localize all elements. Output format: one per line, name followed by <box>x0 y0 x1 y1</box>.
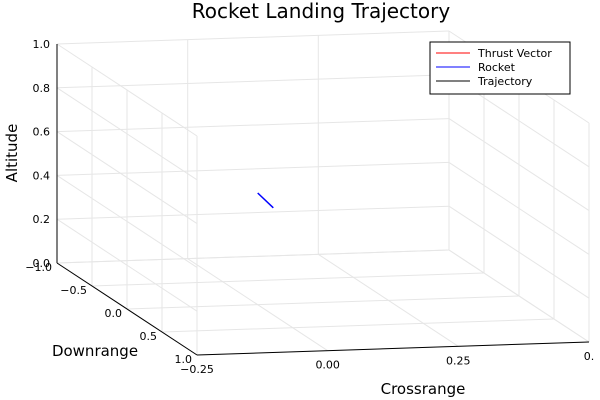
grid-layer <box>56 30 590 356</box>
floor-grid-line <box>126 295 520 310</box>
x-axis-line <box>196 341 590 356</box>
y-tick-label: −1.0 <box>25 261 52 274</box>
floor-grid-line <box>91 272 485 287</box>
legend-box <box>429 41 571 95</box>
back-grid-line <box>56 249 450 264</box>
z-tick-label: 0.2 <box>33 213 51 226</box>
z-tick-label: 0.6 <box>33 126 51 139</box>
y-tick-label: 0.5 <box>140 330 158 343</box>
legend-label-rocket: Rocket <box>478 61 516 74</box>
side-grid-line <box>448 161 590 255</box>
back-grid-line <box>56 74 450 89</box>
z-tick-label: 0.4 <box>33 169 51 182</box>
left-grid-line <box>56 43 198 137</box>
side-grid-line <box>448 118 590 212</box>
y-axis-label: Downrange <box>52 342 138 360</box>
back-grid-line <box>56 118 450 133</box>
left-grid-line <box>56 131 198 225</box>
y-tick-label: 0.0 <box>105 307 123 320</box>
series-layer <box>257 192 274 209</box>
side-grid-line <box>448 249 590 343</box>
x-tick-label: 0.25 <box>446 354 471 367</box>
y-tick-label: −0.5 <box>60 284 87 297</box>
axes-layer <box>56 44 590 356</box>
left-grid-line <box>56 174 198 268</box>
y-axis-line <box>56 262 198 356</box>
back-grid-line <box>56 161 450 176</box>
side-grid-line <box>448 205 590 299</box>
x-tick-label: −0.25 <box>180 363 214 376</box>
chart-title: Rocket Landing Trajectory <box>192 0 451 23</box>
legend-label-thrust-vector: Thrust Vector <box>477 47 552 60</box>
x-axis-label: Crossrange <box>381 380 466 398</box>
z-tick-label: 0.8 <box>33 82 51 95</box>
x-tick-label: 0. <box>584 350 595 363</box>
left-grid-line <box>56 87 198 181</box>
left-grid-line <box>56 218 198 312</box>
x-tick-label: 0.00 <box>315 359 340 372</box>
back-grid-line <box>56 205 450 220</box>
series-rocket <box>257 192 274 209</box>
floor-grid-line <box>161 318 555 333</box>
y-tick-label: 1.0 <box>175 353 193 366</box>
back-grid-line <box>56 30 450 45</box>
z-axis-label: Altitude <box>3 124 21 183</box>
tick-labels: −0.25 0.00 0.25 0. −1.0 −0.5 0.0 0.5 1.0 0.0 0.2 0.… <box>25 38 594 376</box>
z-tick-label: 1.0 <box>33 38 51 51</box>
legend-label-trajectory: Trajectory <box>477 75 533 88</box>
z-tick-label: 0.0 <box>33 257 51 270</box>
